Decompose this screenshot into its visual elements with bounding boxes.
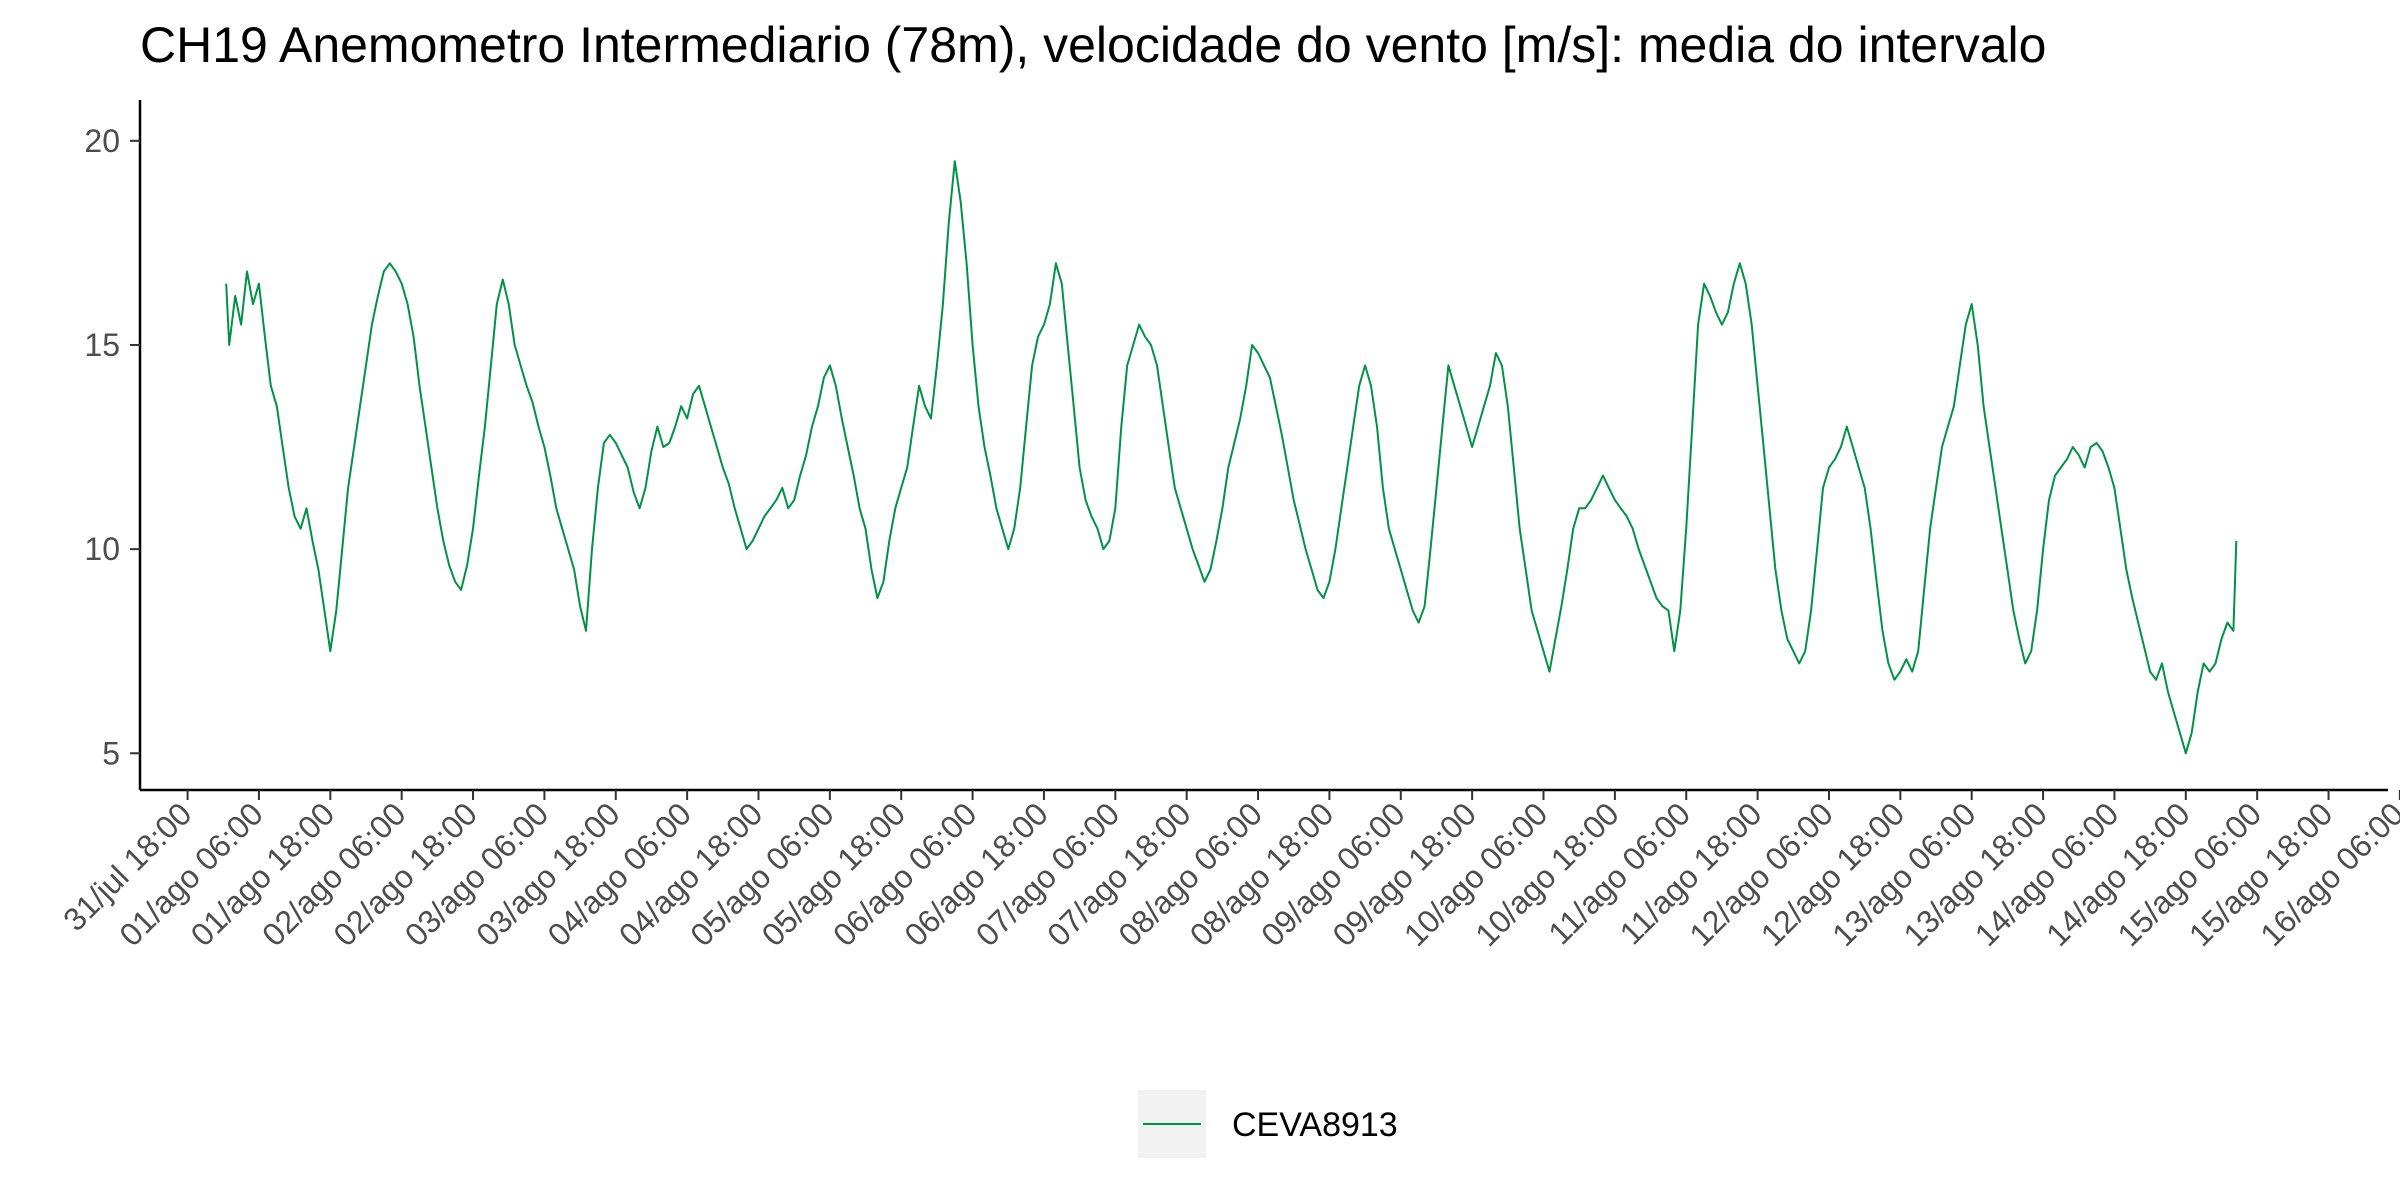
y-axis: 5 10 15 20	[84, 100, 142, 790]
y-tick-label: 10	[84, 531, 120, 567]
y-tick-label: 20	[84, 123, 120, 159]
y-tick-label: 15	[84, 327, 120, 363]
chart-title: CH19 Anemometro Intermediario (78m), vel…	[140, 17, 2046, 73]
legend: CEVA8913	[1138, 1090, 1398, 1158]
y-tick-label: 5	[102, 735, 120, 771]
series-line-0	[225, 160, 2238, 755]
legend-label: CEVA8913	[1232, 1106, 1398, 1144]
series-layer	[225, 160, 2238, 755]
